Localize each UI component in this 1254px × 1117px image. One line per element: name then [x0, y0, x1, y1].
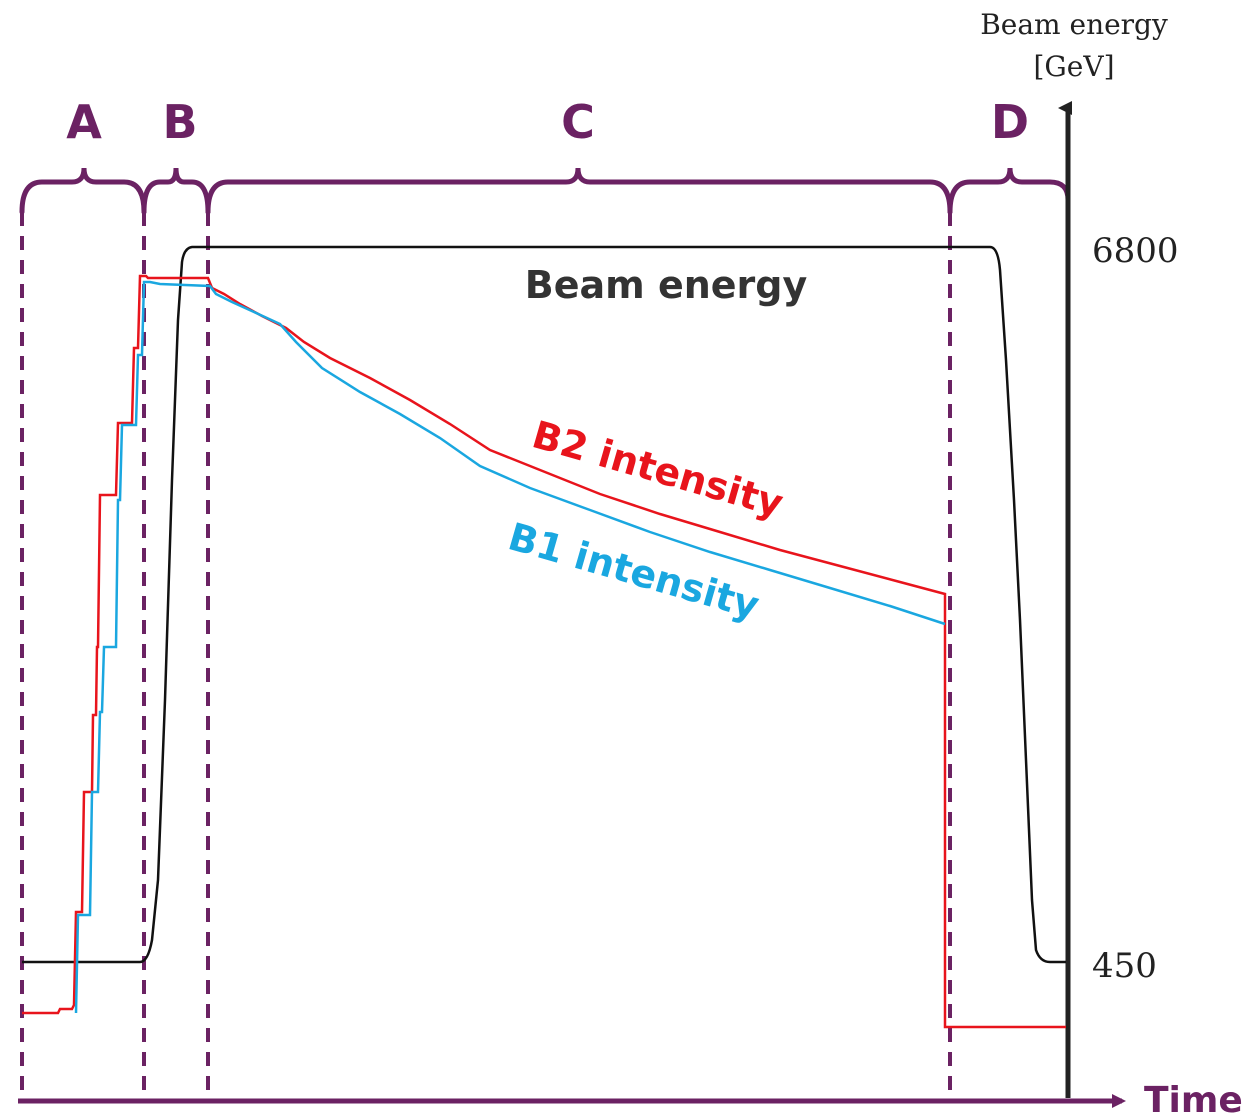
beam-energy-label: Beam energy — [525, 263, 808, 307]
energy-tick-6800: 6800 — [1092, 231, 1179, 271]
b2-intensity-label: B2 intensity — [528, 412, 789, 526]
b2-intensity-curve — [22, 274, 1066, 1029]
energy-axis-title-line1: Beam energy — [980, 8, 1168, 41]
phase-boundaries — [20, 212, 952, 1092]
energy-tick-450: 450 — [1092, 946, 1157, 986]
phase-braces — [19, 167, 1071, 215]
brace-b — [141, 167, 211, 215]
b1-intensity-label: B1 intensity — [504, 514, 765, 628]
phase-label-d: D — [991, 95, 1029, 149]
b1-intensity-curve — [74, 280, 946, 1014]
brace-a — [19, 167, 147, 215]
phase-label-b: B — [162, 95, 197, 149]
phase-label-c: C — [561, 95, 595, 149]
beam-energy-curve — [22, 245, 1066, 964]
energy-axis-title-line2: [GeV] — [1033, 50, 1114, 83]
phase-label-a: A — [66, 95, 102, 149]
brace-c — [205, 167, 953, 215]
time-axis-label: Time — [1144, 1080, 1243, 1117]
brace-d — [947, 167, 1071, 215]
